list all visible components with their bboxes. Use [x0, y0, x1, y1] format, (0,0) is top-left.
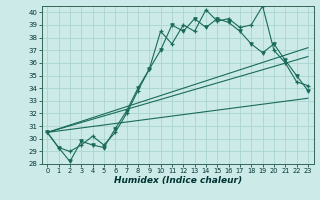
X-axis label: Humidex (Indice chaleur): Humidex (Indice chaleur) [114, 176, 242, 185]
